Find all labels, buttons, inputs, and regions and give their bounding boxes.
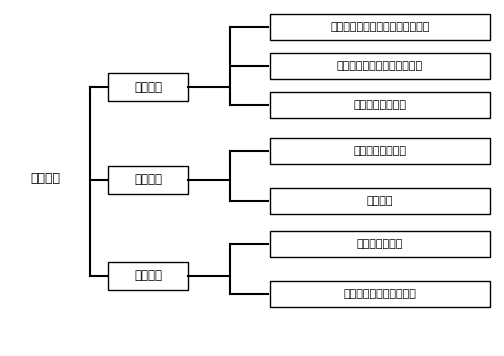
Text: 缺陷分类: 缺陷分类 xyxy=(30,172,60,184)
Text: 钢管变形: 钢管变形 xyxy=(367,196,393,206)
Text: 裂纹、混凝土与钢管脱层: 裂纹、混凝土与钢管脱层 xyxy=(344,289,416,299)
Text: 混凝土与钢管脱层: 混凝土与钢管脱层 xyxy=(353,100,407,110)
Bar xyxy=(270,231,490,257)
Bar xyxy=(270,53,490,79)
Text: 使用过程: 使用过程 xyxy=(134,269,162,282)
Bar xyxy=(108,166,188,194)
Bar xyxy=(270,281,490,307)
Text: 制造过程: 制造过程 xyxy=(134,81,162,94)
Text: 杆塔断裂、变形: 杆塔断裂、变形 xyxy=(357,239,403,249)
Text: 安装过程: 安装过程 xyxy=(134,173,162,186)
Bar xyxy=(270,138,490,164)
Bar xyxy=(270,14,490,40)
Text: 混凝土与钢管脱层: 混凝土与钢管脱层 xyxy=(353,146,407,156)
Text: 混凝土密实度低、空隙率大等: 混凝土密实度低、空隙率大等 xyxy=(337,61,423,71)
Bar xyxy=(270,92,490,118)
Bar xyxy=(108,73,188,101)
Bar xyxy=(270,188,490,214)
Bar xyxy=(108,262,188,290)
Text: 焊接缺陷：裂纹、未焊透、夹渣等: 焊接缺陷：裂纹、未焊透、夹渣等 xyxy=(330,22,430,32)
